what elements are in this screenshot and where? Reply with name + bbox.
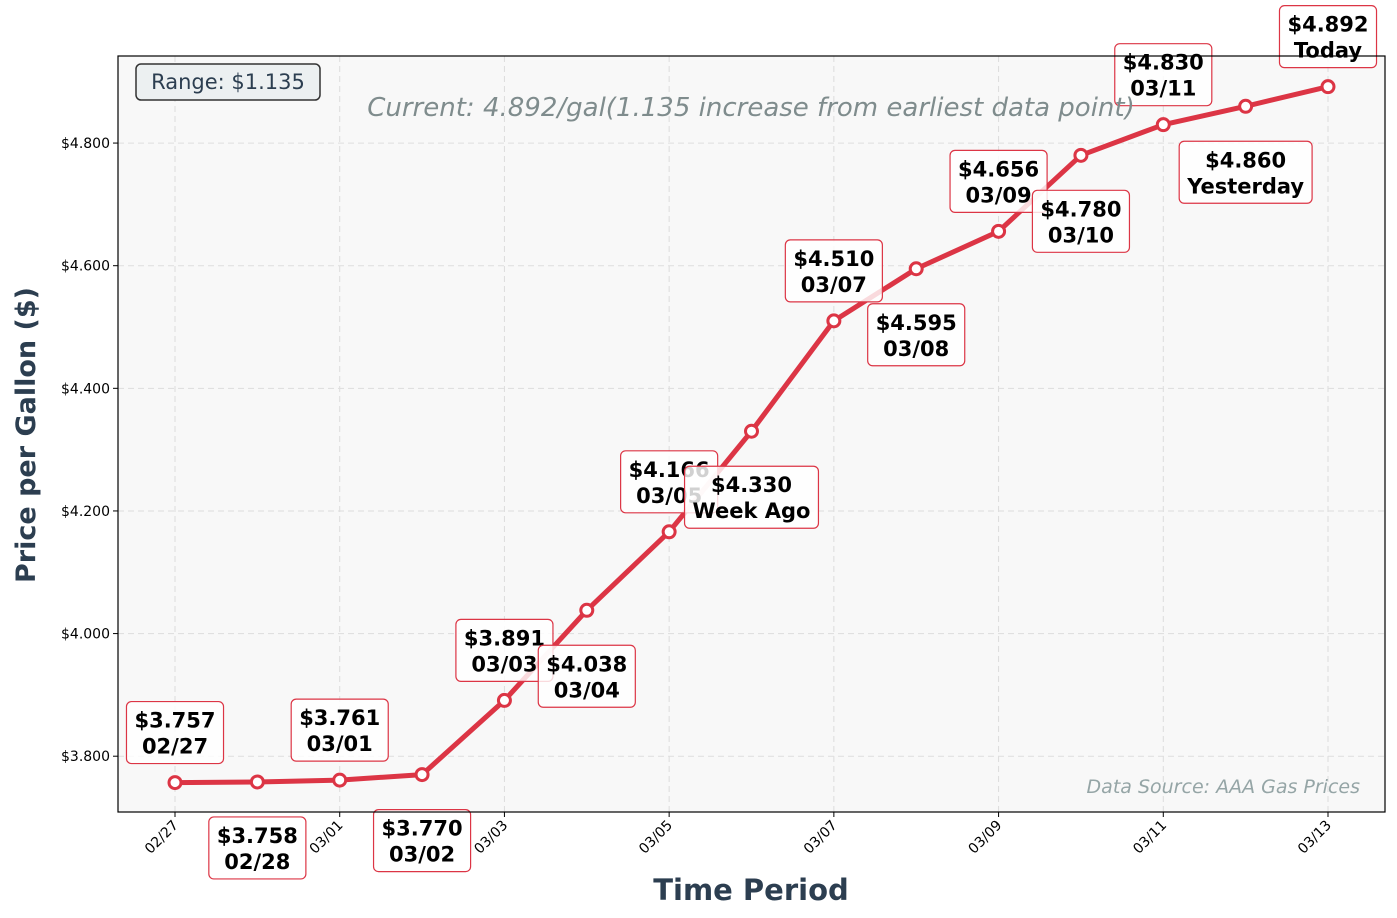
- data-point-03-08: [908, 261, 924, 277]
- y-tick-label: $4.400: [61, 381, 110, 397]
- y-tick-label: $4.000: [61, 627, 110, 643]
- point-labels: $3.75702/27$3.75802/28$3.76103/01$3.7700…: [125, 5, 1378, 880]
- point-label-box: [1114, 43, 1213, 107]
- point-label-price: $3.770: [382, 817, 463, 841]
- point-label-price: $3.891: [464, 626, 545, 650]
- point-label-tag: 03/08: [883, 337, 949, 361]
- point-label-box: [867, 303, 966, 367]
- point-label-price: $3.757: [134, 709, 215, 733]
- point-label-box: [208, 816, 307, 880]
- point-label-price: $4.830: [1123, 51, 1204, 75]
- y-tick-label: $4.200: [61, 504, 110, 520]
- x-tick-label: 03/07: [801, 818, 841, 858]
- plot-frame: [117, 55, 1386, 813]
- point-label-price: $4.510: [793, 247, 874, 271]
- data-point-03-11: [1155, 117, 1171, 133]
- point-label-box: [1031, 189, 1131, 253]
- x-tick-label: 03/13: [1295, 818, 1335, 858]
- y-tick-label: $3.800: [61, 749, 110, 765]
- point-label-price: $3.761: [299, 706, 380, 730]
- data-point-03-02: [414, 767, 430, 783]
- point-label-price: $4.330: [711, 473, 792, 497]
- y-tick-label: $4.800: [61, 136, 110, 152]
- data-point-02-27: [167, 775, 183, 791]
- point-label-tag: Today: [1294, 39, 1363, 63]
- data-point-03-03: [496, 692, 512, 708]
- point-label-tag: Week Ago: [693, 499, 811, 523]
- point-label-tag: 03/01: [307, 732, 373, 756]
- data-point-03-07: [826, 313, 842, 329]
- data-point-03-12: [1238, 98, 1254, 114]
- data-source: Data Source: AAA Gas Prices: [1087, 776, 1361, 798]
- x-tick-label: 03/11: [1130, 818, 1170, 858]
- range-box: [135, 63, 321, 101]
- current-annotation: Current: 4.892/gal(1.135 increase from e…: [367, 93, 1135, 123]
- data-point-03-04: [579, 602, 595, 618]
- point-label-box: [1178, 140, 1313, 204]
- point-label-price: $4.595: [876, 311, 957, 335]
- point-label-tag: Yesterday: [1186, 174, 1304, 198]
- x-tick-label: 03/01: [307, 818, 347, 858]
- range-annotation: Range: $1.135: [151, 70, 305, 94]
- data-point-02-28: [249, 774, 265, 790]
- point-label-box: [949, 149, 1048, 213]
- series-line-layer: [167, 79, 1336, 791]
- point-label-price: $4.860: [1205, 148, 1286, 172]
- point-label-price: $4.656: [958, 157, 1039, 181]
- point-label-tag: 03/07: [801, 273, 867, 297]
- x-tick-label: 02/27: [142, 818, 182, 858]
- point-label-box: [784, 239, 883, 303]
- data-point-03-01: [332, 772, 348, 788]
- point-label-box: [683, 465, 820, 529]
- data-point-03-05: [661, 524, 677, 540]
- data-point-03-06: [744, 423, 759, 439]
- x-tick-label: 03/09: [966, 818, 1006, 858]
- point-label-tag: 03/10: [1048, 223, 1114, 247]
- point-label-tag: 03/03: [471, 652, 537, 676]
- point-label-box: [372, 808, 472, 873]
- point-label-price: $4.892: [1287, 13, 1368, 37]
- point-label-box: [537, 644, 636, 708]
- y-tick-label: $4.600: [61, 259, 110, 275]
- data-point-03-09: [991, 223, 1007, 239]
- data-point-03-13: [1320, 79, 1336, 95]
- point-label-price: $3.758: [217, 824, 298, 848]
- point-label-box: [1278, 5, 1378, 69]
- point-label-price: $4.038: [546, 652, 627, 676]
- x-tick-label: 03/03: [471, 818, 511, 858]
- point-label-tag: 02/27: [142, 735, 208, 759]
- y-axis-label: Price per Gallon ($): [11, 287, 42, 583]
- data-point-03-10: [1073, 147, 1089, 163]
- x-axis-label: Time Period: [653, 873, 849, 907]
- point-label-tag: 03/09: [966, 183, 1032, 207]
- point-label-box: [125, 700, 225, 765]
- point-label-box: [290, 698, 389, 762]
- point-label-tag: 03/02: [389, 843, 455, 867]
- x-tick-label: 03/05: [636, 818, 676, 858]
- point-label-price: $4.780: [1040, 197, 1121, 221]
- point-label-tag: 02/28: [224, 850, 290, 874]
- point-label-tag: 03/11: [1130, 77, 1196, 101]
- point-label-tag: 03/04: [554, 678, 620, 702]
